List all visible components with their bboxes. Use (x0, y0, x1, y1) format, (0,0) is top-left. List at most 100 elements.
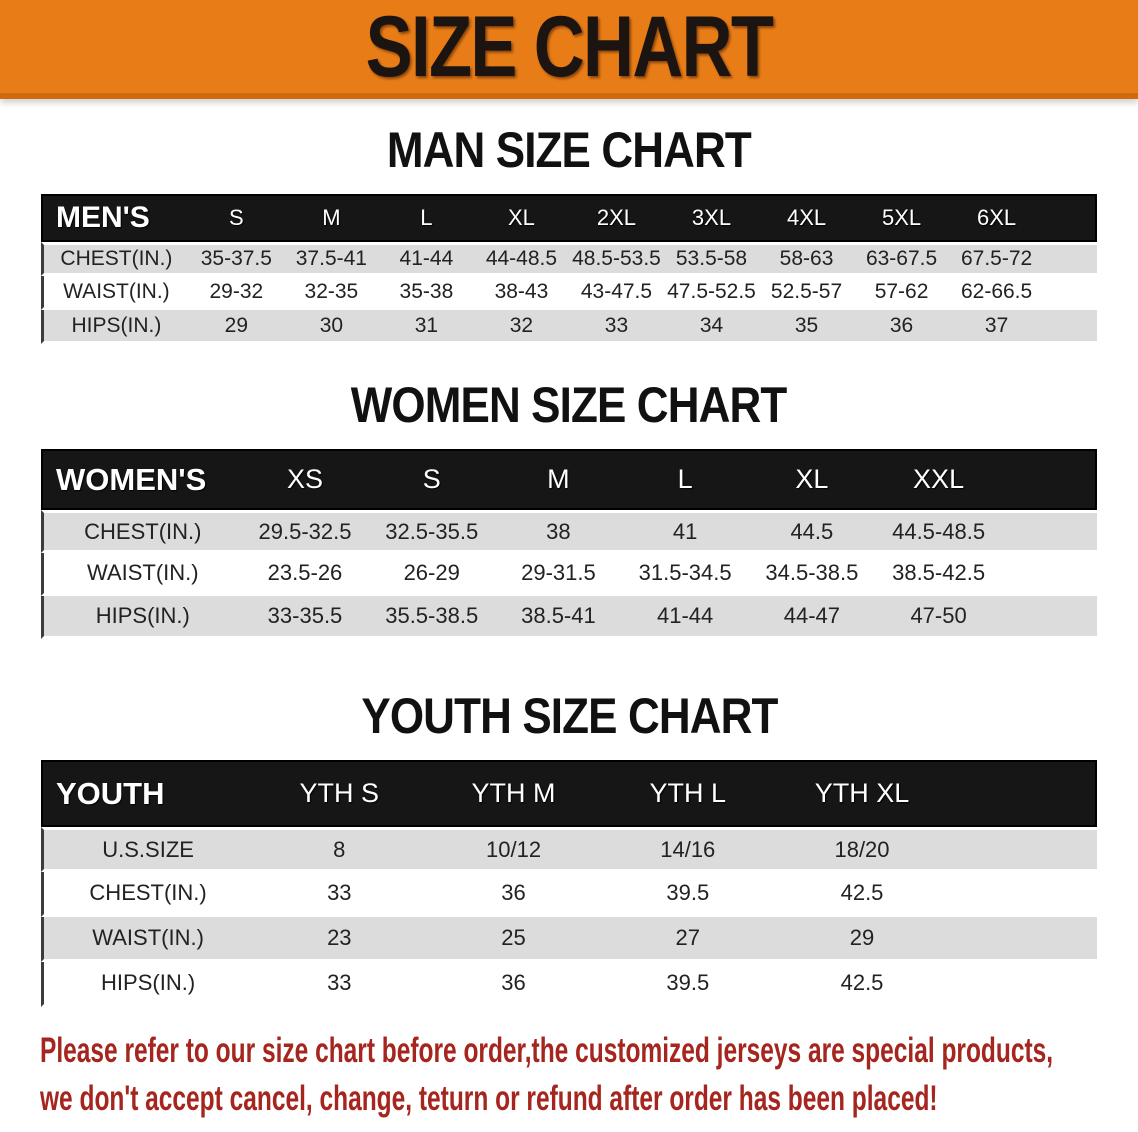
size-value-cell: 67.5-72 (949, 242, 1045, 276)
size-value-cell: 34 (663, 310, 760, 344)
size-value-cell: 35 (759, 310, 855, 344)
size-value-cell: 47.5-52.5 (663, 276, 760, 310)
women-section-heading: WOMEN SIZE CHART (351, 377, 788, 433)
youth-section-heading: YOUTH SIZE CHART (360, 688, 778, 744)
size-value-cell: 14/16 (600, 827, 775, 872)
row-label: WAIST(IN.) (41, 917, 253, 962)
size-value-cell: 37 (949, 310, 1045, 344)
size-column-header: M (283, 194, 379, 242)
size-value-cell: 57-62 (854, 276, 950, 310)
measurement-row: CHEST(IN.) 29.5-32.5 32.5-35.5 38 41 44.5 44.5… (41, 510, 1097, 553)
disclaimer-line-1: Please refer to our size chart before or… (40, 1031, 1054, 1070)
size-column-header: YTH M (426, 760, 601, 827)
size-value-cell: 32 (473, 310, 569, 344)
size-column-header: 6XL (949, 194, 1045, 242)
measurement-row: HIPS(IN.) 33 36 39.5 42.5 (41, 962, 1097, 1007)
size-value-cell: 38.5-42.5 (875, 553, 1002, 596)
size-column-header: S (188, 194, 284, 242)
size-value-cell: 48.5-53.5 (568, 242, 664, 276)
size-value-cell: 35.5-38.5 (368, 596, 496, 639)
size-column-header: YTH XL (774, 760, 950, 827)
filler-cell (1001, 553, 1097, 596)
size-value-cell: 41-44 (378, 242, 474, 276)
filler-cell (1001, 596, 1097, 639)
size-value-cell: 38-43 (473, 276, 569, 310)
filler-cell (949, 917, 1097, 962)
size-value-cell: 35-37.5 (188, 242, 284, 276)
row-label: HIPS(IN.) (41, 596, 242, 639)
row-label: U.S.SIZE (41, 827, 253, 872)
size-value-cell: 29 (188, 310, 284, 344)
size-value-cell: 42.5 (774, 962, 950, 1007)
size-header-row: WOMEN'S XS S M L XL XXL (41, 449, 1097, 510)
size-value-cell: 39.5 (600, 872, 775, 917)
size-value-cell: 58-63 (759, 242, 855, 276)
size-column-header: L (621, 449, 749, 510)
size-value-cell: 35-38 (378, 276, 474, 310)
size-value-cell: 36 (854, 310, 950, 344)
measurement-row: CHEST(IN.) 33 36 39.5 42.5 (41, 872, 1097, 917)
filler-cell (1001, 510, 1097, 553)
size-value-cell: 37.5-41 (283, 242, 379, 276)
women-size-table: WOMEN'S XS S M L XL XXL CHEST(IN.) 29.5-32.5 32.5… (41, 449, 1097, 639)
size-value-cell: 38.5-41 (495, 596, 622, 639)
row-label: WAIST(IN.) (41, 276, 189, 310)
size-header-label: MEN'S (41, 194, 189, 242)
youth-size-table: YOUTH YTH S YTH M YTH L YTH XL U.S.SIZE 8 10/12… (41, 760, 1097, 1007)
row-label: CHEST(IN.) (41, 872, 253, 917)
size-value-cell: 33 (252, 872, 427, 917)
size-value-cell: 32.5-35.5 (368, 510, 496, 553)
size-header-row: MEN'S S M L XL 2XL 3XL 4XL 5XL 6XL (41, 194, 1097, 242)
size-value-cell: 33 (568, 310, 664, 344)
size-header-label: WOMEN'S (41, 449, 242, 510)
size-value-cell: 44.5 (748, 510, 876, 553)
filler-cell (949, 962, 1097, 1007)
size-value-cell: 43-47.5 (568, 276, 664, 310)
size-value-cell: 53.5-58 (663, 242, 760, 276)
size-chart-banner: SIZE CHART (0, 0, 1138, 99)
size-value-cell: 36 (426, 962, 601, 1007)
men-section-heading: MAN SIZE CHART (386, 122, 752, 178)
size-column-header: 5XL (854, 194, 950, 242)
size-value-cell: 38 (495, 510, 622, 553)
size-value-cell: 34.5-38.5 (748, 553, 876, 596)
size-value-cell: 27 (600, 917, 775, 962)
size-value-cell: 29-31.5 (495, 553, 622, 596)
size-value-cell: 44-48.5 (473, 242, 569, 276)
size-column-header: 2XL (568, 194, 664, 242)
men-size-table: MEN'S S M L XL 2XL 3XL 4XL 5XL 6XL CHEST(IN.) 35-37… (41, 194, 1097, 344)
measurement-row: WAIST(IN.) 23 25 27 29 (41, 917, 1097, 962)
size-value-cell: 39.5 (600, 962, 775, 1007)
size-value-cell: 18/20 (774, 827, 950, 872)
size-value-cell: 31 (378, 310, 474, 344)
filler-cell (949, 827, 1097, 872)
size-value-cell: 29.5-32.5 (241, 510, 369, 553)
row-label: CHEST(IN.) (41, 242, 189, 276)
size-value-cell: 44.5-48.5 (875, 510, 1002, 553)
size-value-cell: 23.5-26 (241, 553, 369, 596)
size-column-header: XXL (875, 449, 1002, 510)
size-header-label: YOUTH (41, 760, 253, 827)
size-value-cell: 36 (426, 872, 601, 917)
size-chart-body: MAN SIZE CHART MEN'S S M L XL 2XL 3XL 4XL 5XL 6XL… (0, 125, 1138, 1007)
size-column-header: YTH L (600, 760, 775, 827)
size-column-header: XL (473, 194, 569, 242)
size-value-cell: 41-44 (621, 596, 749, 639)
size-value-cell: 30 (283, 310, 379, 344)
size-column-header: YTH S (252, 760, 427, 827)
banner-title: SIZE CHART (365, 0, 774, 95)
size-value-cell: 42.5 (774, 872, 950, 917)
size-value-cell: 25 (426, 917, 601, 962)
size-value-cell: 10/12 (426, 827, 601, 872)
size-value-cell: 33-35.5 (241, 596, 369, 639)
filler-cell (1044, 276, 1097, 310)
size-column-header: S (368, 449, 496, 510)
size-column-header: XS (241, 449, 369, 510)
row-label: HIPS(IN.) (41, 962, 253, 1007)
filler-cell (949, 760, 1097, 827)
size-value-cell: 52.5-57 (759, 276, 855, 310)
size-column-header: M (495, 449, 622, 510)
size-value-cell: 29 (774, 917, 950, 962)
size-column-header: XL (748, 449, 876, 510)
size-header-row: YOUTH YTH S YTH M YTH L YTH XL (41, 760, 1097, 827)
